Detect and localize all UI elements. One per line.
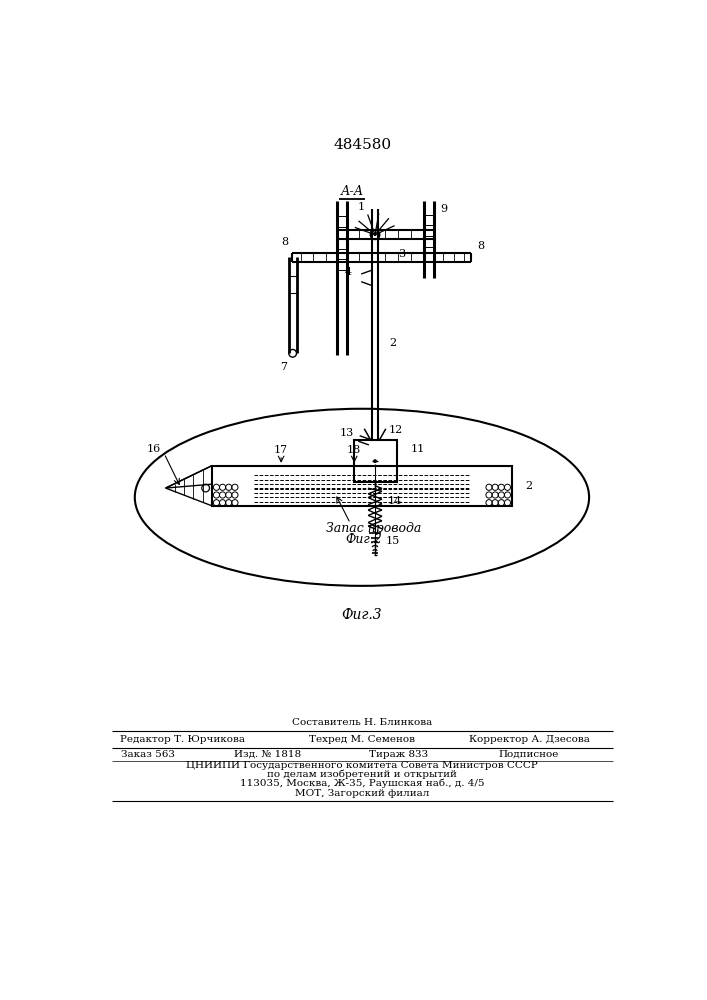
Text: Фиг.3: Фиг.3	[341, 608, 382, 622]
Text: Редактор Т. Юрчикова: Редактор Т. Юрчикова	[120, 735, 245, 744]
Text: 113035, Москва, Ж-35, Раушская наб., д. 4/5: 113035, Москва, Ж-35, Раушская наб., д. …	[240, 779, 484, 788]
Text: Изд. № 1818: Изд. № 1818	[234, 750, 300, 759]
Text: 17: 17	[274, 445, 288, 455]
Text: 3: 3	[398, 249, 405, 259]
Text: ЦНИИПИ Государственного комитета Совета Министров СССР: ЦНИИПИ Государственного комитета Совета …	[186, 761, 538, 770]
Text: Корректор А. Дзесова: Корректор А. Дзесова	[469, 735, 590, 744]
Text: 18: 18	[347, 445, 361, 455]
Text: МОТ, Загорский филиал: МОТ, Загорский филиал	[295, 789, 429, 798]
Text: Подписное: Подписное	[499, 750, 559, 759]
Text: Заказ 563: Заказ 563	[121, 750, 175, 759]
Text: 4: 4	[345, 267, 352, 277]
Bar	[354, 440, 397, 482]
Bar	[212, 466, 512, 506]
Text: 7: 7	[280, 362, 287, 372]
Text: 484580: 484580	[334, 138, 392, 152]
Text: 16: 16	[147, 444, 161, 454]
Text: 2: 2	[525, 481, 532, 491]
Text: 9: 9	[440, 204, 448, 214]
Text: 12: 12	[389, 425, 403, 435]
Text: Запас провода: Запас провода	[326, 522, 421, 535]
Text: А-А: А-А	[340, 185, 363, 198]
Text: Тираж 833: Тираж 833	[368, 750, 428, 759]
Text: 1: 1	[357, 202, 364, 212]
Text: 8: 8	[281, 237, 288, 247]
Text: 8: 8	[477, 241, 484, 251]
Text: 2: 2	[389, 338, 396, 348]
Text: 11: 11	[411, 444, 425, 454]
Text: 15: 15	[386, 536, 400, 546]
Text: 13: 13	[339, 428, 354, 438]
Text: по делам изобретений и открытий: по делам изобретений и открытий	[267, 770, 457, 779]
Text: Техред М. Семенов: Техред М. Семенов	[309, 735, 415, 744]
Circle shape	[373, 459, 377, 463]
Text: 14: 14	[387, 496, 402, 506]
Text: Фиг.2: Фиг.2	[346, 533, 382, 546]
Circle shape	[374, 233, 376, 236]
Text: Составитель Н. Блинкова: Составитель Н. Блинкова	[292, 718, 432, 727]
